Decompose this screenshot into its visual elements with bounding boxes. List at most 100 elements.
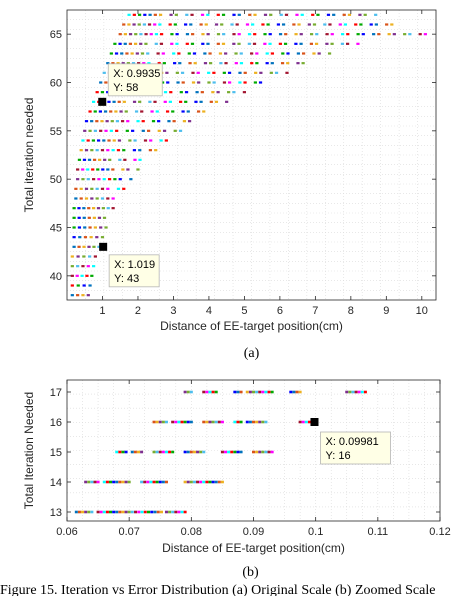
- scatter-point: [216, 91, 220, 94]
- scatter-point: [196, 110, 201, 113]
- scatter-point: [222, 81, 227, 84]
- x-tick-label: 0.12: [429, 526, 450, 538]
- scatter-point: [159, 510, 163, 514]
- scatter-point: [298, 420, 302, 424]
- datatip[interactable]: X: 1.019 Y: 43: [99, 242, 160, 288]
- scatter-point: [128, 33, 133, 36]
- scatter-point: [286, 52, 290, 55]
- scatter-point: [196, 450, 200, 454]
- scatter-point: [87, 158, 92, 161]
- scatter-point: [127, 13, 131, 16]
- scatter-point: [199, 100, 203, 103]
- scatter-point: [281, 52, 285, 55]
- panel-a-x-axis-label: Distance of EE-target position(cm): [160, 319, 343, 333]
- scatter-point: [236, 420, 240, 424]
- x-tick-label: 0.06: [56, 526, 77, 538]
- scatter-point: [274, 71, 279, 74]
- scatter-point: [186, 420, 190, 424]
- scatter-point: [180, 510, 184, 514]
- scatter-point: [202, 480, 206, 484]
- x-tick-label: 1: [99, 305, 105, 317]
- datatip[interactable]: X: 0.9935 Y: 58: [98, 63, 163, 106]
- scatter-point: [78, 236, 82, 239]
- scatter-point: [342, 13, 346, 16]
- scatter-point: [161, 420, 165, 424]
- scatter-point: [301, 420, 305, 424]
- y-tick-label: 45: [50, 223, 62, 235]
- datatip-marker[interactable]: [310, 418, 319, 426]
- scatter-point: [156, 510, 160, 514]
- scatter-point: [102, 510, 106, 514]
- scatter-point: [304, 420, 308, 424]
- scatter-point: [159, 139, 163, 142]
- scatter-point: [115, 120, 120, 123]
- scatter-point: [136, 168, 140, 171]
- scatter-point: [86, 139, 90, 142]
- scatter-point: [201, 42, 205, 45]
- scatter-point: [77, 245, 81, 248]
- scatter-point: [224, 52, 228, 55]
- scatter-point: [176, 81, 180, 84]
- datatip[interactable]: X: 0.09981 Y: 16: [310, 418, 391, 465]
- scatter-point: [164, 510, 168, 514]
- scatter-point: [82, 255, 86, 258]
- scatter-point: [158, 450, 162, 454]
- scatter-point: [104, 129, 108, 132]
- scatter-point: [111, 168, 115, 171]
- scatter-point: [180, 420, 184, 424]
- scatter-point: [214, 420, 218, 424]
- scatter-point: [284, 13, 289, 16]
- scatter-point: [137, 62, 141, 65]
- datatip-y-text: Y: 58: [113, 82, 138, 94]
- scatter-point: [162, 62, 166, 65]
- scatter-point: [263, 42, 267, 45]
- scatter-point: [178, 62, 182, 65]
- scatter-point: [192, 450, 196, 454]
- x-tick-label: 6: [277, 305, 283, 317]
- scatter-point: [183, 480, 187, 484]
- scatter-point: [149, 480, 153, 484]
- scatter-point: [285, 71, 289, 74]
- scatter-point: [90, 187, 94, 190]
- scatter-point: [77, 158, 82, 161]
- y-tick-label: 17: [50, 387, 62, 399]
- scatter-point: [363, 390, 367, 394]
- scatter-point: [132, 13, 136, 16]
- scatter-point: [102, 216, 107, 219]
- scatter-point: [122, 23, 126, 26]
- scatter-point: [118, 480, 122, 484]
- scatter-point: [357, 390, 361, 394]
- scatter-point: [190, 42, 195, 45]
- x-tick-label: 5: [241, 305, 247, 317]
- scatter-point: [77, 510, 81, 514]
- scatter-point: [189, 420, 193, 424]
- scatter-point: [92, 265, 96, 268]
- scatter-point: [296, 52, 300, 55]
- scatter-point: [134, 33, 138, 36]
- scatter-point: [131, 129, 135, 132]
- datatip-marker[interactable]: [98, 97, 107, 106]
- scatter-point: [279, 13, 283, 16]
- scatter-point: [91, 139, 95, 142]
- datatip-box: [107, 63, 163, 97]
- scatter-point: [158, 420, 162, 424]
- scatter-point: [158, 13, 163, 16]
- scatter-point: [83, 236, 88, 239]
- scatter-point: [121, 510, 125, 514]
- scatter-point: [125, 52, 129, 55]
- datatip-marker[interactable]: [99, 242, 108, 251]
- scatter-point: [250, 52, 254, 55]
- y-tick-label: 13: [50, 507, 62, 519]
- scatter-point: [149, 33, 153, 36]
- scatter-point: [137, 510, 141, 514]
- scatter-point: [76, 294, 80, 297]
- scatter-point: [107, 139, 111, 142]
- scatter-point: [189, 390, 193, 394]
- scatter-point: [361, 33, 365, 36]
- scatter-point: [123, 42, 127, 45]
- scatter-point: [237, 33, 241, 36]
- scatter-point: [172, 120, 176, 123]
- scatter-point: [118, 450, 122, 454]
- scatter-point: [206, 13, 210, 16]
